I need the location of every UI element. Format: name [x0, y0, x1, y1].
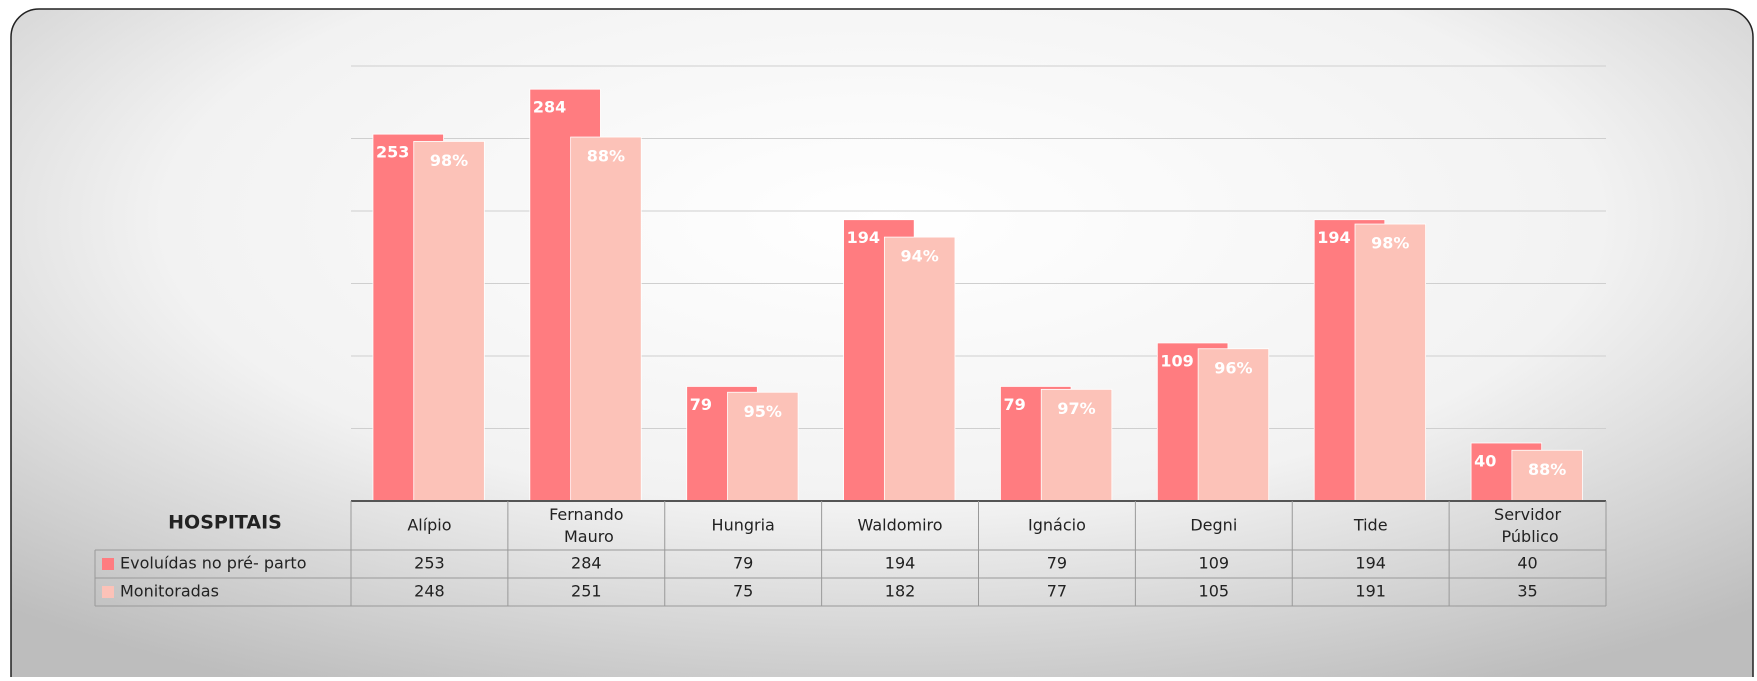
data-label: 96%: [1214, 358, 1252, 377]
table-cell: 109: [1199, 554, 1230, 573]
x-tick-label: Tide: [1353, 516, 1388, 535]
bar: [570, 136, 642, 502]
x-tick-label: Alípio: [407, 516, 451, 535]
bar: [727, 391, 799, 502]
data-label: 94%: [901, 247, 939, 266]
data-label: 97%: [1057, 399, 1095, 418]
x-tick-label: Servidor Público: [1494, 505, 1561, 546]
bar: [1354, 223, 1426, 502]
table-cell: 79: [1047, 554, 1067, 573]
data-label: 88%: [1528, 460, 1566, 479]
x-tick-label: Degni: [1190, 516, 1237, 535]
legend-label: Evoluídas no pré- parto: [120, 554, 306, 573]
table-cell: 251: [571, 582, 602, 601]
table-header: HOSPITAIS: [168, 512, 282, 534]
data-label: 88%: [587, 147, 625, 166]
x-tick-label: Fernando Mauro: [549, 505, 624, 546]
bar: [413, 140, 485, 502]
table-cell: 35: [1517, 582, 1537, 601]
legend-key: [102, 586, 114, 598]
bar: [1511, 449, 1583, 502]
data-label: 253: [376, 143, 409, 162]
data-label: 98%: [1371, 234, 1409, 253]
bar: [1040, 388, 1113, 502]
legend-label: Monitoradas: [120, 582, 219, 601]
x-tick-label: Hungria: [712, 516, 775, 535]
table-cell: 194: [1355, 554, 1386, 573]
data-label: 40: [1474, 452, 1496, 471]
table-cell: 75: [733, 582, 753, 601]
x-tick-label: Waldomiro: [858, 516, 943, 535]
table-cell: 194: [885, 554, 916, 573]
data-label: 79: [690, 395, 712, 414]
data-label: 79: [1003, 395, 1025, 414]
data-label: 98%: [430, 151, 468, 170]
data-label: 95%: [744, 402, 782, 421]
table-cell: 253: [414, 554, 445, 573]
table-cell: 105: [1199, 582, 1230, 601]
data-label: 109: [1160, 351, 1193, 370]
bar: [1197, 348, 1270, 502]
legend-key: [102, 558, 114, 570]
table-cell: 191: [1355, 582, 1386, 601]
table-cell: 248: [414, 582, 445, 601]
table-cell: 79: [733, 554, 753, 573]
table-cell: 77: [1047, 582, 1067, 601]
data-label: 194: [847, 228, 880, 247]
bar: [883, 236, 956, 502]
table-cell: 182: [885, 582, 916, 601]
table-cell: 40: [1517, 554, 1537, 573]
table-cell: 284: [571, 554, 602, 573]
data-label: 194: [1317, 228, 1350, 247]
x-tick-label: Ignácio: [1028, 516, 1086, 535]
data-label: 284: [533, 98, 566, 117]
